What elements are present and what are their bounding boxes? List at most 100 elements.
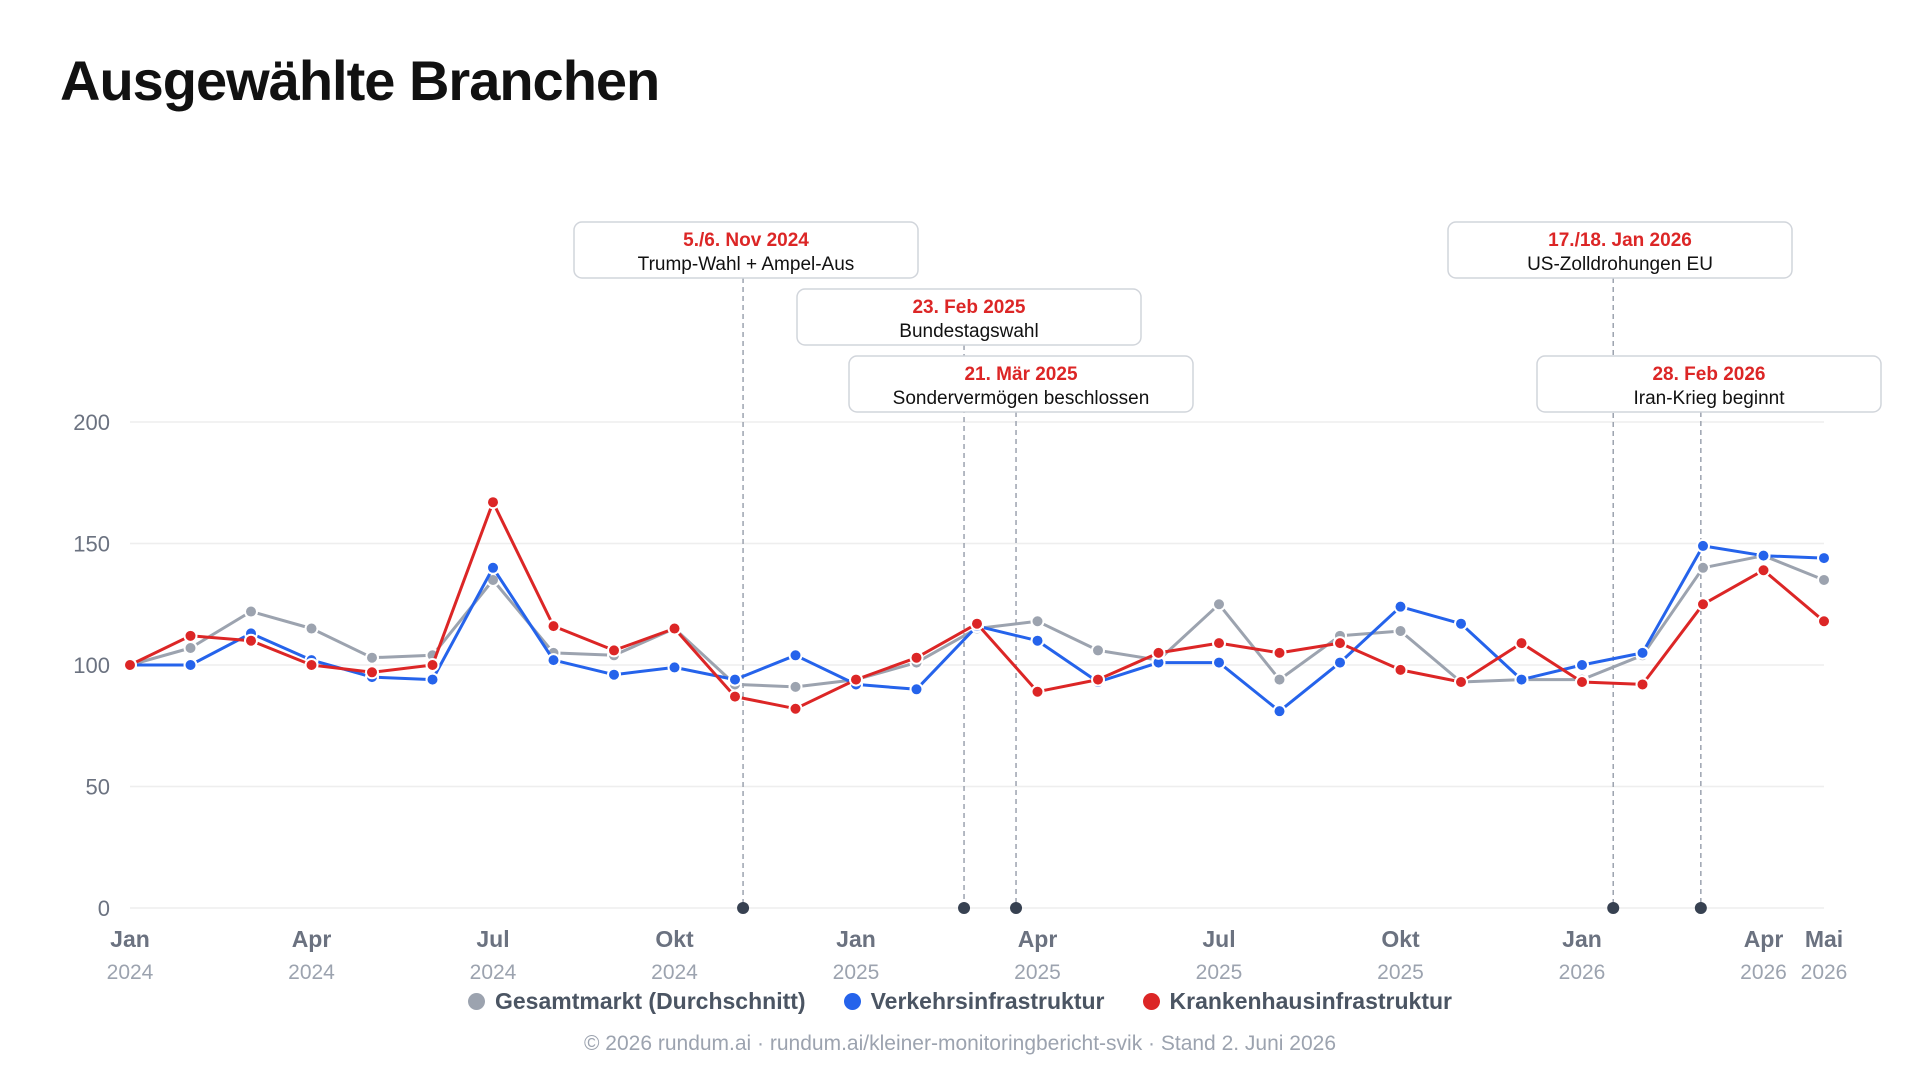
series-point-1 — [546, 653, 561, 668]
annotation-box: 28. Feb 2026 Iran-Krieg beginnt — [1536, 355, 1882, 413]
annotation-box-frame — [1447, 221, 1793, 279]
x-tick-year: 2026 — [1740, 961, 1787, 984]
series-point-2 — [546, 619, 561, 634]
annotation-date: 21. Mär 2025 — [964, 364, 1077, 385]
x-tick-month: Mai — [1805, 926, 1843, 952]
annotation-marker — [1607, 902, 1620, 914]
annotation-box: 5./6. Nov 2024 Trump-Wahl + Ampel-Aus — [573, 221, 919, 279]
series-point-1 — [183, 658, 198, 672]
series-point-2 — [244, 633, 258, 648]
series-point-2 — [365, 665, 379, 680]
series-point-0 — [1817, 572, 1831, 587]
x-tick-month: Okt — [655, 926, 694, 952]
series-point-1 — [425, 672, 440, 687]
series-point-2 — [183, 628, 198, 643]
legend-label: Gesamtmarkt (Durchschnitt) — [495, 988, 806, 1014]
annotation-label: Trump-Wahl + Ampel-Aus — [638, 254, 855, 275]
series-point-1 — [1272, 704, 1287, 719]
chart-title: Ausgewählte Branchen — [60, 49, 660, 112]
x-tick-month: Jan — [110, 926, 150, 952]
series-point-1 — [1212, 655, 1226, 670]
annotation-box-frame — [573, 221, 919, 279]
series-point-0 — [1696, 560, 1710, 575]
series-point-2 — [607, 643, 621, 658]
annotation-box-frame — [796, 288, 1142, 346]
legend-item: Gesamtmarkt (Durchschnitt) — [468, 988, 806, 1015]
series-point-2 — [1030, 684, 1045, 699]
series-point-1 — [1817, 551, 1831, 566]
series-point-0 — [1272, 672, 1287, 687]
y-tick-label: 200 — [73, 410, 110, 435]
series-point-0 — [183, 640, 198, 655]
x-tick-month: Okt — [1381, 926, 1420, 952]
series-point-2 — [123, 658, 137, 672]
legend-item: Krankenhausinfrastruktur — [1142, 988, 1452, 1015]
x-tick-year: 2025 — [1014, 961, 1061, 984]
series-point-2 — [1696, 597, 1710, 612]
axis-labels: 0 50 100 150 200 Jan 2024 Apr 2024 Jul 2024 Okt 2024… — [73, 410, 1847, 984]
annotation-box-frame — [1536, 355, 1882, 413]
series-point-2 — [304, 658, 319, 672]
x-tick-year: 2026 — [1559, 961, 1606, 984]
x-tick-month: Jul — [476, 926, 509, 952]
series-point-2 — [788, 701, 803, 716]
series-point-0 — [788, 679, 803, 694]
annotation-date: 28. Feb 2026 — [1652, 364, 1765, 385]
series-point-2 — [1151, 645, 1166, 660]
x-tick-month: Apr — [1744, 926, 1784, 952]
series-point-0 — [304, 621, 319, 636]
series-point-1 — [909, 682, 924, 697]
x-tick-month: Apr — [292, 926, 332, 952]
series-point-2 — [1514, 636, 1529, 651]
annotation-box-frame — [848, 355, 1194, 413]
annotation-label: Bundestagswahl — [899, 321, 1038, 342]
series-point-1 — [1575, 658, 1589, 672]
y-tick-label: 100 — [73, 653, 110, 678]
legend-label: Verkehrsinfrastruktur — [870, 988, 1105, 1014]
annotation-marker — [1694, 902, 1707, 914]
x-tick-month: Jan — [1562, 926, 1602, 952]
series-point-1 — [1030, 633, 1045, 648]
series-point-0 — [1212, 597, 1226, 612]
series-point-2 — [1756, 563, 1771, 578]
y-tick-label: 150 — [73, 532, 110, 557]
series-point-2 — [425, 658, 440, 672]
series-point-2 — [1575, 675, 1589, 690]
series-point-0 — [1393, 623, 1408, 638]
legend-dot-icon — [843, 993, 861, 1010]
x-tick-month: Jul — [1202, 926, 1235, 952]
annotation-date: 5./6. Nov 2024 — [683, 230, 809, 251]
annotation-box: 21. Mär 2025 Sondervermögen beschlossen — [848, 355, 1194, 413]
series-point-2 — [970, 616, 984, 631]
legend-dot-icon — [1142, 993, 1160, 1010]
series-point-2 — [1635, 677, 1650, 692]
series-point-2 — [1454, 675, 1468, 690]
series-point-1 — [1635, 645, 1650, 660]
series-point-0 — [1030, 614, 1045, 629]
annotation-date: 23. Feb 2025 — [912, 297, 1025, 318]
series-point-2 — [667, 621, 682, 636]
x-tick-month: Jan — [836, 926, 876, 952]
annotation-box: 23. Feb 2025 Bundestagswahl — [796, 288, 1142, 346]
series-point-1 — [788, 648, 803, 663]
series-point-2 — [1212, 636, 1226, 651]
series-point-1 — [667, 660, 682, 675]
series-lines — [123, 495, 1831, 719]
x-tick-year: 2024 — [651, 961, 698, 984]
series-point-2 — [909, 650, 924, 665]
series-point-1 — [486, 560, 500, 575]
y-tick-label: 0 — [98, 896, 110, 921]
series-point-1 — [1454, 616, 1468, 631]
series-point-1 — [1756, 548, 1771, 563]
annotation-label: US-Zolldrohungen EU — [1527, 254, 1713, 275]
series-point-1 — [607, 667, 621, 682]
series-point-2 — [486, 495, 500, 510]
grid-lines — [130, 421, 1824, 909]
annotation-label: Iran-Krieg beginnt — [1633, 388, 1785, 409]
series-point-1 — [1393, 599, 1408, 614]
x-tick-year: 2026 — [1801, 961, 1848, 984]
series-point-2 — [849, 672, 863, 687]
annotation-box: 17./18. Jan 2026 US-Zolldrohungen EU — [1447, 221, 1793, 279]
